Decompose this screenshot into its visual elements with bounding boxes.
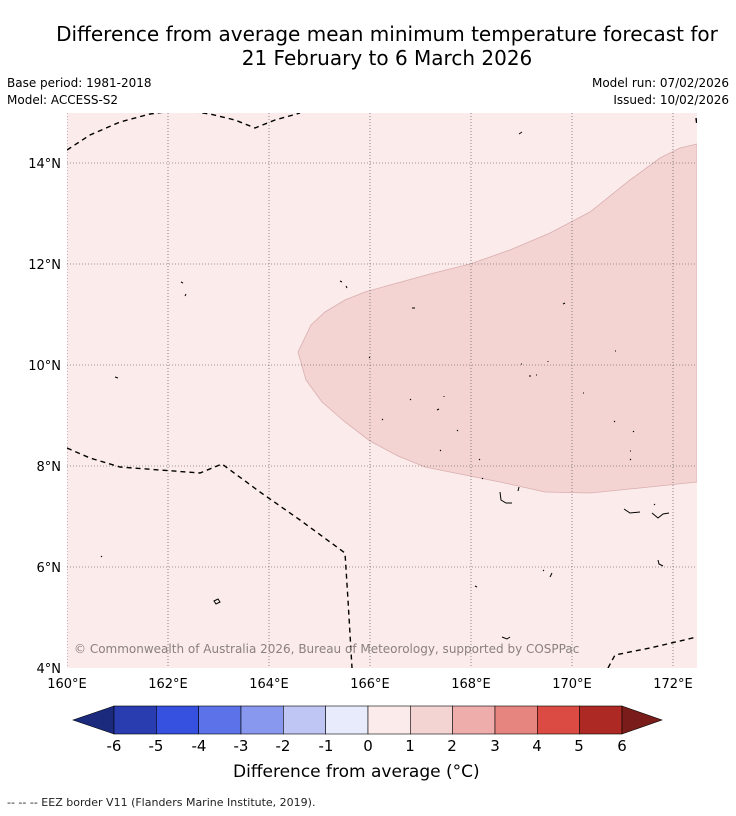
forecast-map: © Commonwealth of Australia 2026, Bureau… (28, 113, 697, 692)
lat-label: 6°N (37, 561, 62, 576)
meta-right: Model run: 07/02/2026 Issued: 10/02/2026 (592, 75, 729, 109)
colorbar-extend-low (72, 705, 115, 735)
colorbar-segments (113, 705, 623, 735)
colorbar-segment (452, 705, 496, 735)
lon-label: 160°E (47, 677, 87, 692)
colorbar-label: 6 (617, 737, 627, 755)
gridlines (67, 113, 697, 668)
colorbar-segment (156, 705, 199, 735)
lon-label: 168°E (451, 677, 491, 692)
colorbar-label: -6 (107, 737, 122, 755)
colorbar-label: -3 (234, 737, 249, 755)
colorbar-label: -5 (149, 737, 164, 755)
colorbar-label: -4 (192, 737, 207, 755)
lon-label: 162°E (148, 677, 188, 692)
copyright-notice: © Commonwealth of Australia 2026, Bureau… (74, 642, 579, 656)
longitude-labels: 160°E 162°E 164°E 166°E 168°E 170°E 172°… (47, 677, 693, 692)
lat-label: 10°N (28, 359, 61, 374)
colorbar-segment (240, 705, 284, 735)
colorbar-segment (494, 705, 538, 735)
colorbar: -6 -5 -4 -3 -2 -1 0 1 2 3 4 5 6 (72, 705, 663, 755)
colorbar-segment (113, 705, 157, 735)
island-coastlines (100, 131, 670, 640)
colorbar-segment (198, 705, 242, 735)
colorbar-label: 2 (447, 737, 457, 755)
colorbar-segment (537, 705, 580, 735)
colorbar-segment (367, 705, 411, 735)
lon-label: 172°E (653, 677, 693, 692)
colorbar-segment (579, 705, 623, 735)
map-title: Difference from average mean minimum tem… (0, 22, 736, 70)
colorbar-label: 5 (574, 737, 584, 755)
lon-label: 166°E (350, 677, 390, 692)
colorbar-label: 1 (405, 737, 415, 755)
lat-label: 4°N (37, 662, 62, 677)
lat-label: 12°N (28, 258, 61, 273)
colorbar-label: -1 (319, 737, 334, 755)
model-run: Model run: 07/02/2026 (591, 76, 729, 90)
eez-borders (67, 113, 697, 668)
colorbar-title: Difference from average (°C) (233, 762, 480, 782)
colorbar-label: 0 (363, 737, 373, 755)
lon-label: 164°E (249, 677, 289, 692)
colorbar-label: 4 (532, 737, 542, 755)
colorbar-labels: -6 -5 -4 -3 -2 -1 0 1 2 3 4 5 6 (107, 737, 627, 755)
issued-date: Issued: 10/02/2026 (613, 93, 729, 107)
lat-label: 8°N (37, 460, 62, 475)
title-line-1: Difference from average mean minimum tem… (56, 22, 718, 46)
title-line-2: 21 February to 6 March 2026 (241, 46, 533, 70)
anomaly-region (297, 143, 697, 494)
lon-label: 170°E (552, 677, 592, 692)
footer-note: -- -- -- EEZ border V11 (Flanders Marine… (7, 796, 316, 809)
colorbar-segment (325, 705, 369, 735)
base-period: Base period: 1981-2018 (7, 76, 152, 90)
latitude-labels: 14°N 12°N 10°N 8°N 6°N 4°N (28, 157, 61, 677)
lat-label: 14°N (28, 157, 61, 172)
colorbar-label: 3 (490, 737, 500, 755)
model-name: Model: ACCESS-S2 (7, 93, 119, 107)
colorbar-segment (283, 705, 326, 735)
meta-left: Base period: 1981-2018 Model: ACCESS-S2 (7, 75, 152, 109)
colorbar-segment (410, 705, 453, 735)
colorbar-label: -2 (276, 737, 291, 755)
colorbar-extend-high (621, 705, 663, 735)
